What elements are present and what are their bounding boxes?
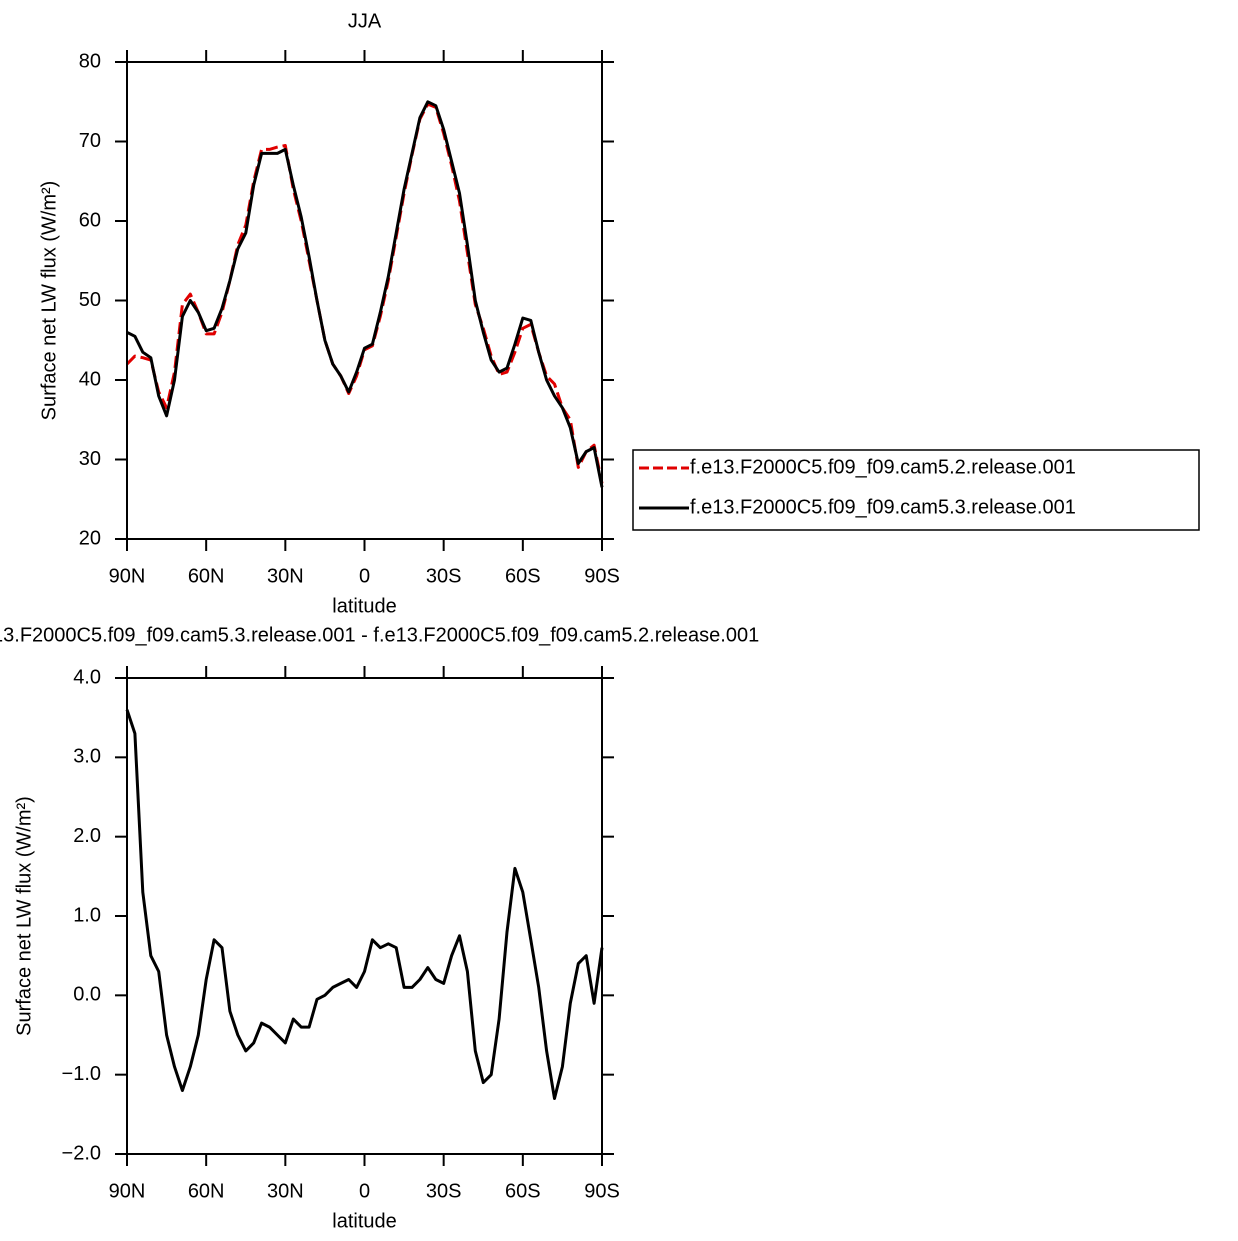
y-tick-label: 1.0 <box>73 904 101 926</box>
legend-label: f.e13.F2000C5.f09_f09.cam5.2.release.001 <box>690 456 1076 478</box>
series-line <box>126 100 604 488</box>
y-tick-label: 2.0 <box>73 825 101 847</box>
x-tick-label: 0 <box>359 1180 370 1202</box>
x-tick-label: 60S <box>505 1180 541 1202</box>
x-tick-label: 90S <box>584 1180 620 1202</box>
x-tick-label: 90N <box>109 565 146 587</box>
x-tick-label: 30N <box>267 565 304 587</box>
y-tick-label: 50 <box>79 289 101 311</box>
y-tick-label: 80 <box>79 50 101 72</box>
y-tick-label: 3.0 <box>73 746 101 768</box>
y-tick-label: 70 <box>79 130 101 152</box>
chart-title: f.e13.F2000C5.f09_f09.cam5.3.release.001… <box>0 624 759 646</box>
plot-frame <box>126 61 603 540</box>
x-tick-label: 30S <box>426 565 462 587</box>
y-tick-label: 30 <box>79 448 101 470</box>
y-tick-label: 0.0 <box>73 984 101 1006</box>
x-tick-label: 90N <box>109 1180 146 1202</box>
x-tick-label: 60S <box>505 565 541 587</box>
legend-box <box>632 449 1200 531</box>
series-line <box>125 709 604 1100</box>
legend-label: f.e13.F2000C5.f09_f09.cam5.3.release.001 <box>690 496 1076 518</box>
y-tick-label: 60 <box>79 209 101 231</box>
y-tick-label: −2.0 <box>62 1142 101 1164</box>
x-tick-label: 60N <box>188 565 225 587</box>
x-axis-label: latitude <box>332 595 397 617</box>
chart-title: JJA <box>348 10 382 32</box>
series-line <box>125 102 604 484</box>
y-axis-label: Surface net LW flux (W/m²) <box>13 796 35 1036</box>
x-tick-label: 90S <box>584 565 620 587</box>
y-tick-label: 40 <box>79 368 101 390</box>
x-tick-label: 0 <box>359 565 370 587</box>
y-tick-label: 4.0 <box>73 666 101 688</box>
y-axis-label: Surface net LW flux (W/m²) <box>38 181 60 421</box>
y-tick-label: 20 <box>79 527 101 549</box>
plot-frame <box>126 677 603 1155</box>
x-tick-label: 30N <box>267 1180 304 1202</box>
x-tick-label: 30S <box>426 1180 462 1202</box>
y-tick-label: −1.0 <box>62 1063 101 1085</box>
x-tick-label: 60N <box>188 1180 225 1202</box>
x-axis-label: latitude <box>332 1210 397 1232</box>
